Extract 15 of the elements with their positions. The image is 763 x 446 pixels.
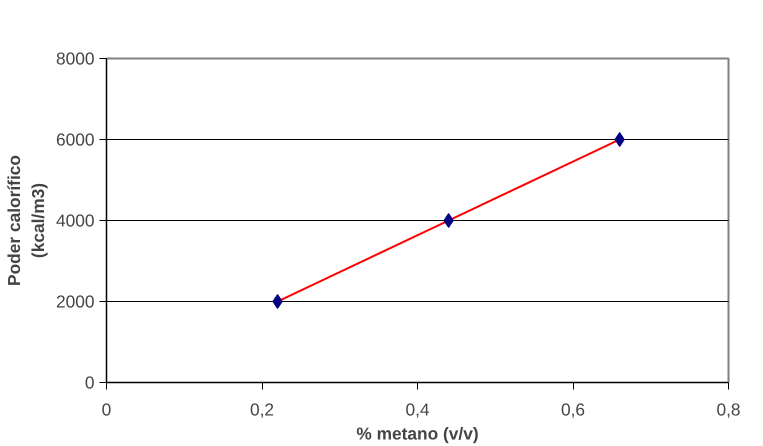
x-tick-label: 0,2 [250, 400, 274, 420]
x-tick-label: 0,6 [560, 400, 586, 420]
point [272, 294, 283, 309]
x-tick-label: 0,8 [716, 400, 741, 420]
y-tick-label: 4000 [56, 210, 95, 230]
point [443, 213, 454, 228]
x-tick-label: 0 [102, 400, 112, 420]
y-tick-label: 6000 [56, 130, 95, 150]
x-axis-title: % metano (v/v) [356, 424, 479, 444]
y-axis-title: Poder calorífico (kcal/m3) [4, 155, 48, 286]
y-tick-label: 8000 [56, 48, 95, 68]
y-tick-label: 0 [84, 372, 95, 392]
x-tick-label: 0,4 [405, 400, 430, 420]
point [614, 132, 625, 147]
y-tick-label: 2000 [56, 292, 95, 312]
